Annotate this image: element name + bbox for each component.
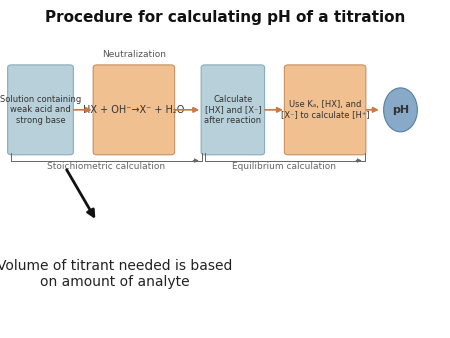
Text: Calculate
[HX] and [X⁻]
after reaction: Calculate [HX] and [X⁻] after reaction (204, 95, 261, 125)
FancyBboxPatch shape (8, 65, 73, 155)
Text: Procedure for calculating pH of a titration: Procedure for calculating pH of a titrat… (45, 10, 405, 25)
Text: Equilibrium calculation: Equilibrium calculation (232, 162, 337, 171)
Text: Solution containing
weak acid and
strong base: Solution containing weak acid and strong… (0, 95, 81, 125)
Text: Stoichiometric calculation: Stoichiometric calculation (47, 162, 165, 171)
Text: Use Kₐ, [HX], and
[X⁻] to calculate [H⁺]: Use Kₐ, [HX], and [X⁻] to calculate [H⁺] (281, 100, 369, 120)
Text: Volume of titrant needed is based
on amount of analyte: Volume of titrant needed is based on amo… (0, 259, 233, 289)
FancyBboxPatch shape (93, 65, 175, 155)
Text: pH: pH (392, 105, 409, 115)
Text: Neutralization: Neutralization (102, 50, 166, 59)
Ellipse shape (383, 88, 418, 132)
FancyBboxPatch shape (284, 65, 366, 155)
Text: HX + OH⁻→X⁻ + H₂O: HX + OH⁻→X⁻ + H₂O (83, 105, 184, 115)
FancyBboxPatch shape (201, 65, 265, 155)
